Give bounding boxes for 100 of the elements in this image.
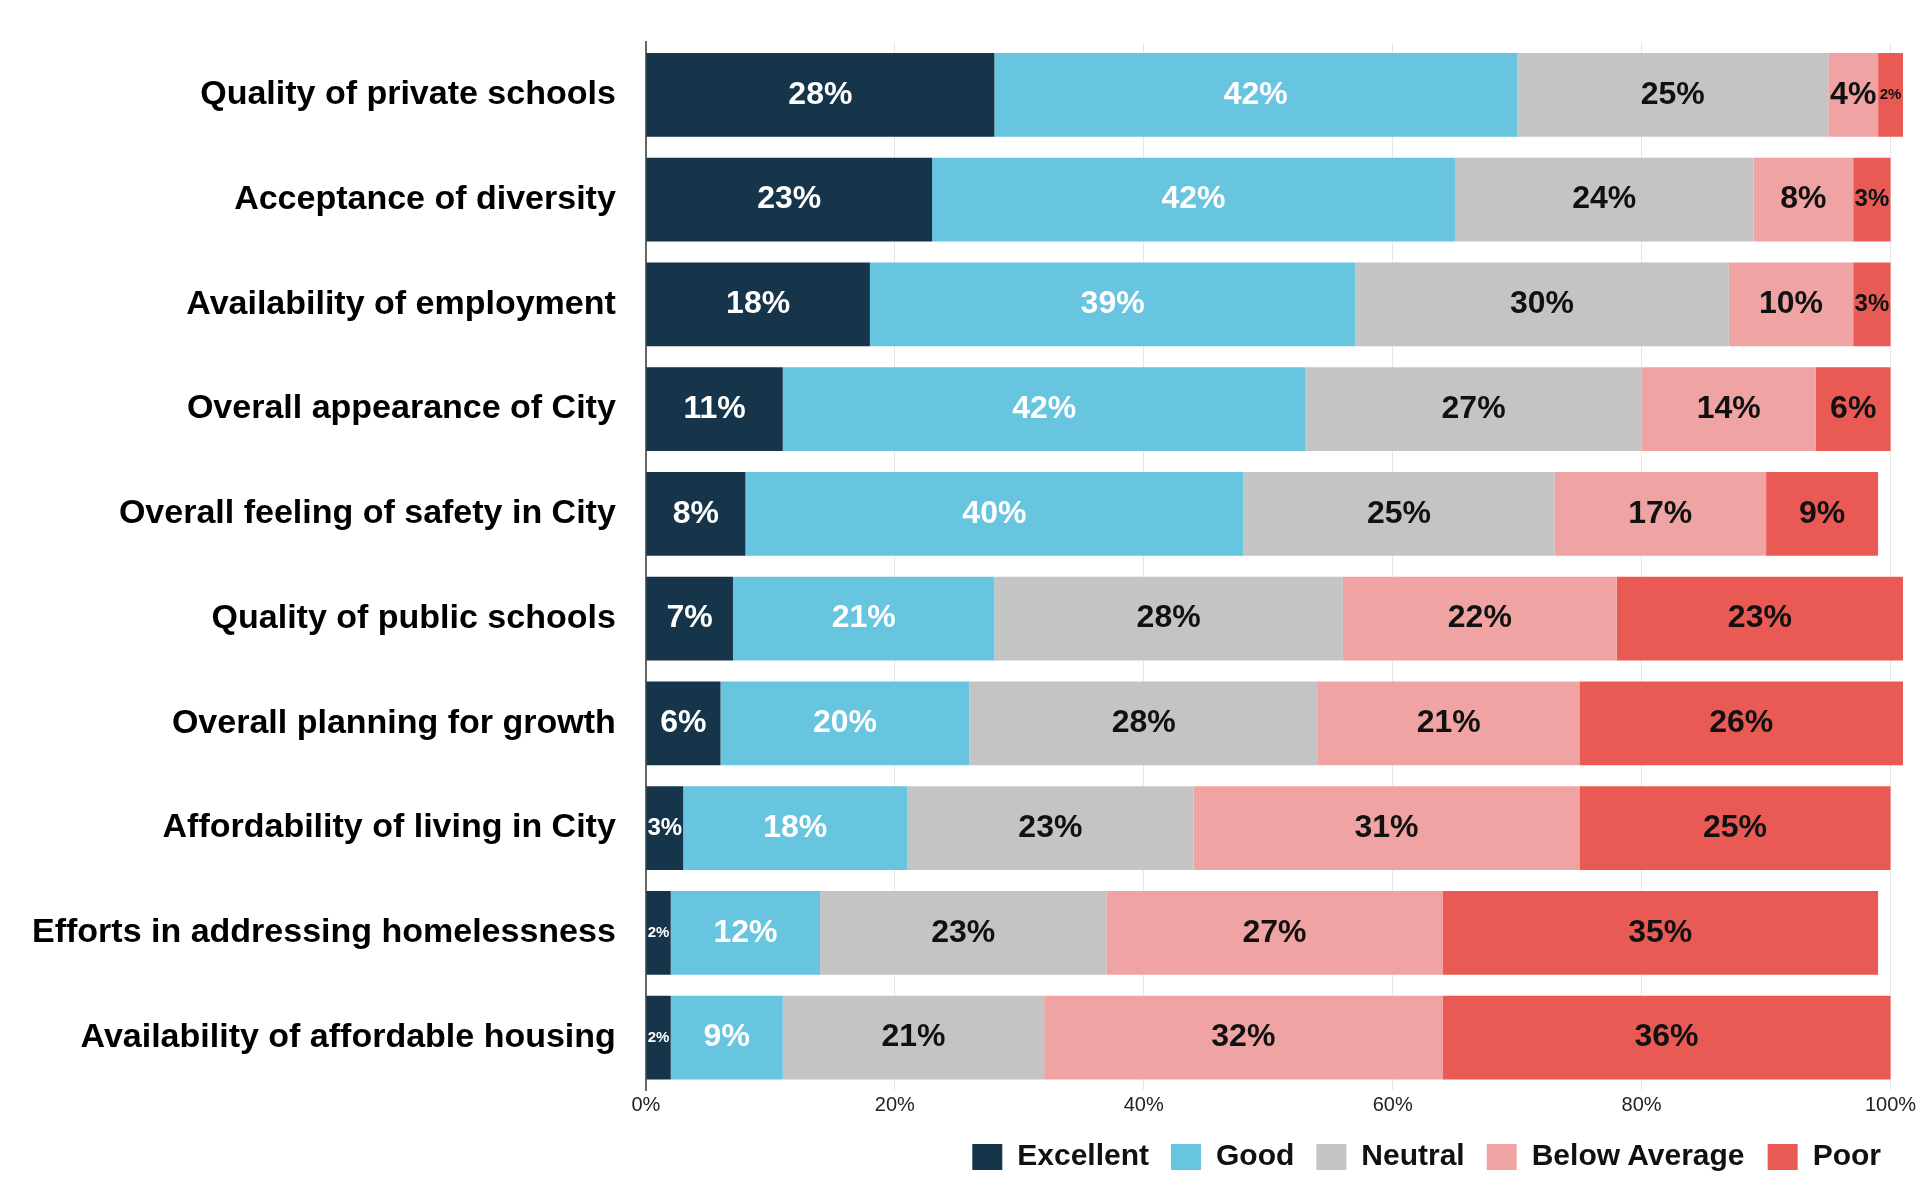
legend-label: Below Average [1531,1138,1745,1172]
data-label: 6% [1830,388,1877,425]
y-tick-label: Overall feeling of safety in City [118,492,616,531]
bar [745,471,1244,556]
bar [646,471,746,556]
bar [1753,157,1854,242]
bar [1554,471,1767,556]
bar [782,995,1045,1080]
y-tick-label: Overall planning for growth [171,701,616,740]
x-tick-label: 40% [1123,1092,1164,1115]
data-label: 18% [763,807,828,844]
data-label: 39% [1080,284,1145,321]
bar [1305,367,1642,451]
bar [1342,576,1617,661]
bar [720,681,970,766]
y-tick-label: Efforts in addressing homelessness [32,911,616,950]
data-label: 9% [703,1017,750,1054]
data-label: 3% [647,812,683,840]
bar [1442,995,1891,1080]
bar [732,576,995,661]
bar [1317,681,1580,766]
bar [1579,681,1903,766]
data-label: 23% [1018,807,1083,844]
data-label: 7% [666,598,713,635]
bar [1579,786,1891,870]
bar [646,576,733,661]
bar [1878,52,1903,137]
data-label: 24% [1572,179,1637,216]
bar [646,995,671,1080]
bar [869,262,1356,347]
bar [1442,890,1879,975]
data-label: 14% [1696,388,1761,425]
data-label: 21% [1416,703,1481,740]
legend-label: Excellent [1017,1138,1150,1172]
bar [670,890,821,975]
bar [1853,262,1891,347]
bar [1454,157,1754,242]
data-label: 35% [1628,912,1693,949]
legend-label: Poor [1812,1138,1882,1172]
data-label: 40% [962,493,1027,530]
bar [1616,576,1903,661]
data-label: 12% [713,912,778,949]
bar [646,52,995,137]
data-label: 27% [1441,388,1506,425]
bar [1355,262,1729,347]
data-label: 23% [1727,598,1792,635]
data-label: 36% [1634,1017,1699,1054]
bar [932,157,1455,242]
legend-label: Good [1216,1138,1295,1172]
data-label: 2% [1879,84,1902,102]
data-label: 2% [647,1027,670,1045]
bar [969,681,1318,766]
data-label: 26% [1709,703,1774,740]
x-tick-label: 60% [1372,1092,1413,1115]
data-label: 21% [831,598,896,635]
bar [646,681,721,766]
y-tick-label: Acceptance of diversity [234,177,616,216]
x-tick-label: 20% [874,1092,916,1115]
bar [782,367,1306,451]
data-label: 42% [1012,388,1077,425]
data-label: 23% [757,179,822,216]
bar [646,367,783,451]
data-label: 21% [881,1017,946,1054]
bar [994,52,1518,137]
bar [646,157,933,242]
data-label: 8% [1780,179,1827,216]
bar [1106,890,1443,975]
bar [1641,367,1816,451]
data-label: 18% [726,284,791,321]
bar [820,890,1107,975]
bar [1243,471,1555,556]
y-tick-label: Quality of private schools [200,73,616,112]
data-label: 20% [812,703,878,740]
data-label: 23% [931,912,996,949]
y-tick-label: Overall appearance of City [186,387,616,426]
data-label: 10% [1758,284,1823,321]
data-label: 28% [1136,598,1201,635]
x-tick-label: 80% [1621,1092,1662,1115]
legend-label: Neutral [1361,1138,1465,1172]
data-label: 3% [1854,288,1890,316]
y-tick-label: Availability of affordable housing [80,1015,616,1054]
data-label: 4% [1830,74,1877,111]
data-label: 25% [1702,807,1767,844]
bar [1766,471,1879,556]
data-label: 8% [672,493,720,530]
data-label: 42% [1161,179,1226,216]
bar [683,786,908,870]
data-label: 42% [1223,74,1288,111]
data-label: 28% [1111,703,1176,740]
bar [1728,262,1854,347]
bar [670,995,783,1080]
y-tick-label: Quality of public schools [211,596,616,635]
bar [907,786,1194,870]
y-tick-label: Availability of employment [186,282,616,321]
bar [1815,367,1891,451]
data-label: 17% [1628,493,1693,530]
data-label: 25% [1640,74,1705,111]
data-label: 27% [1242,912,1307,949]
x-tick-label: 0% [631,1092,661,1115]
data-label: 22% [1447,598,1512,635]
